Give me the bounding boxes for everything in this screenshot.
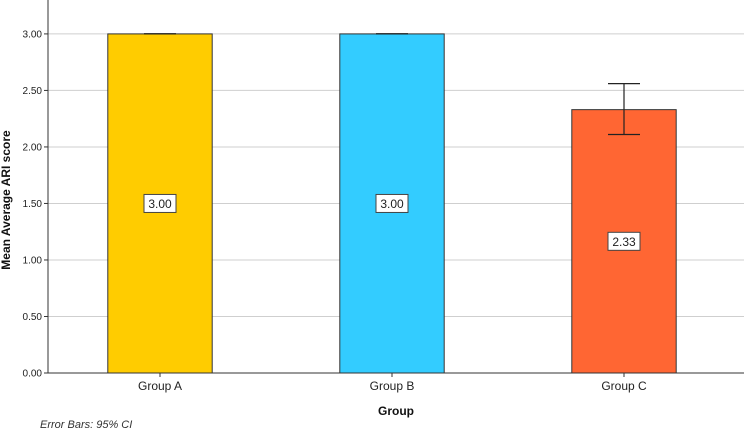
y-tick-label: 2.00 bbox=[23, 142, 43, 153]
y-tick-label: 0.00 bbox=[23, 369, 43, 380]
value-label: 2.33 bbox=[612, 235, 636, 249]
x-tick-label: Group A bbox=[138, 379, 182, 393]
value-labels: 3.00 3.00 2.33 bbox=[143, 193, 641, 251]
y-tick-label: 1.00 bbox=[23, 255, 43, 266]
y-axis-title: Mean Average ARI score bbox=[0, 130, 13, 270]
y-tick-label: 3.00 bbox=[23, 29, 43, 40]
x-axis-title: Group bbox=[378, 404, 414, 418]
y-tick-label: 0.50 bbox=[23, 312, 43, 323]
x-tick-label: Group B bbox=[370, 379, 415, 393]
y-tick-label: 2.50 bbox=[23, 86, 43, 97]
value-label-box bbox=[143, 193, 177, 213]
value-label: 3.00 bbox=[148, 197, 172, 211]
value-label: 3.00 bbox=[380, 197, 404, 211]
error-bars-footnote: Error Bars: 95% CI bbox=[40, 419, 132, 429]
x-tick-label: Group C bbox=[601, 379, 647, 393]
value-label-box bbox=[375, 193, 409, 213]
y-tick-label: 1.50 bbox=[23, 199, 43, 210]
axes: 0.00 0.50 1.00 1.50 2.00 2.50 3.00 Group A Group… bbox=[23, 0, 744, 393]
value-label-box bbox=[607, 231, 641, 251]
